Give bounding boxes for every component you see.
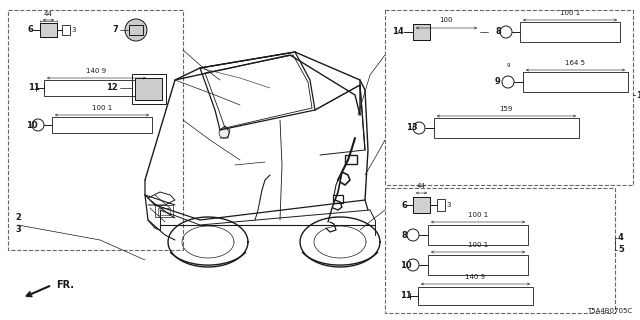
Text: 8: 8	[402, 230, 408, 239]
Text: 100 1: 100 1	[468, 212, 488, 218]
Text: 6: 6	[402, 201, 408, 210]
Text: T5A4B0705C: T5A4B0705C	[587, 308, 632, 314]
Text: 1: 1	[636, 91, 640, 100]
Text: 44: 44	[44, 11, 52, 17]
Bar	[40, 23, 57, 37]
Bar	[520, 22, 620, 42]
Text: 5: 5	[618, 245, 624, 254]
Text: 44: 44	[417, 183, 426, 189]
Bar	[333, 195, 343, 203]
Text: 3: 3	[446, 202, 451, 208]
Bar	[62, 25, 70, 35]
Text: 2: 2	[15, 213, 21, 222]
Bar	[129, 25, 143, 35]
Text: 140 9: 140 9	[465, 274, 485, 280]
Bar	[52, 117, 152, 133]
Text: 100: 100	[439, 17, 452, 23]
Bar	[135, 78, 162, 100]
Text: 4: 4	[618, 234, 624, 243]
Bar	[428, 255, 528, 275]
Bar	[345, 155, 357, 164]
Text: 8: 8	[495, 28, 500, 36]
Circle shape	[125, 19, 147, 41]
Bar	[418, 287, 533, 305]
Text: 100 1: 100 1	[92, 105, 112, 111]
Text: 11: 11	[28, 84, 40, 92]
Circle shape	[219, 128, 229, 138]
Text: 100 1: 100 1	[560, 10, 580, 16]
Bar	[8, 10, 183, 250]
Bar	[413, 24, 430, 40]
Text: 100 1: 100 1	[468, 242, 488, 248]
Text: 164 5: 164 5	[565, 60, 585, 66]
Bar	[413, 197, 430, 213]
Text: 12: 12	[106, 84, 118, 92]
Bar	[135, 78, 162, 100]
Text: 9: 9	[495, 77, 500, 86]
Bar	[132, 74, 166, 104]
Text: 7: 7	[112, 26, 118, 35]
Text: FR.: FR.	[56, 280, 74, 290]
Bar	[413, 197, 430, 213]
Bar	[523, 72, 628, 92]
Bar	[44, 80, 149, 96]
Bar	[434, 118, 579, 138]
Bar	[158, 208, 170, 215]
Text: 10: 10	[26, 121, 38, 130]
Bar	[428, 225, 528, 245]
Bar	[40, 23, 57, 37]
Text: 13: 13	[406, 124, 418, 132]
Text: 140 9: 140 9	[86, 68, 106, 74]
Text: 6: 6	[28, 26, 34, 35]
Bar	[385, 10, 633, 185]
Bar	[385, 188, 615, 313]
Text: 10: 10	[400, 260, 412, 269]
Text: 3: 3	[71, 27, 76, 33]
Bar	[413, 24, 430, 40]
Text: 9: 9	[506, 63, 509, 68]
Bar	[155, 205, 173, 217]
Text: 3: 3	[15, 226, 20, 235]
Bar	[437, 199, 445, 211]
Text: 14: 14	[392, 28, 404, 36]
Text: 159: 159	[499, 106, 513, 112]
Text: 11: 11	[400, 292, 412, 300]
